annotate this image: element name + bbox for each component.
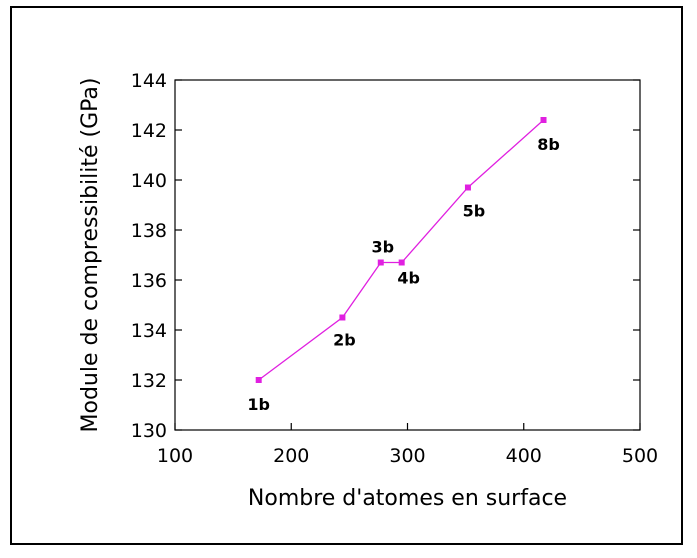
y-axis-ticks: 130 132 134 136 138 140 142 144 [131,70,640,442]
data-point-8b [540,117,547,123]
x-tick-label: 400 [506,445,542,467]
y-tick-label: 140 [131,170,167,192]
point-label-5b: 5b [463,202,486,221]
data-point-4b [398,259,405,266]
data-point-3b [377,259,384,266]
point-label-8b: 8b [537,135,560,154]
x-tick-label: 200 [273,445,309,467]
x-tick-label: 300 [389,445,425,467]
point-label-2b: 2b [333,331,356,350]
y-tick-label: 136 [131,270,167,292]
data-point-1b [255,377,262,383]
y-tick-label: 130 [131,420,167,442]
y-tick-label: 132 [131,370,167,392]
point-label-4b: 4b [397,269,420,288]
series-line [258,119,544,381]
y-axis-label: Module de compressibilité (GPa) [78,78,103,433]
data-point-5b [464,184,471,191]
y-tick-label: 144 [131,70,167,92]
data-point-2b [339,314,346,321]
y-tick-label: 138 [131,220,167,242]
x-axis-ticks: 100 200 300 400 500 [157,423,658,467]
y-tick-label: 142 [131,120,167,142]
figure-frame [10,6,683,545]
point-label-3b: 3b [371,238,394,257]
y-tick-label: 134 [131,320,167,342]
x-tick-label: 500 [622,445,658,467]
x-tick-label: 100 [157,445,193,467]
point-label-1b: 1b [247,395,270,414]
x-axis-label: Nombre d'atomes en surface [248,486,567,511]
